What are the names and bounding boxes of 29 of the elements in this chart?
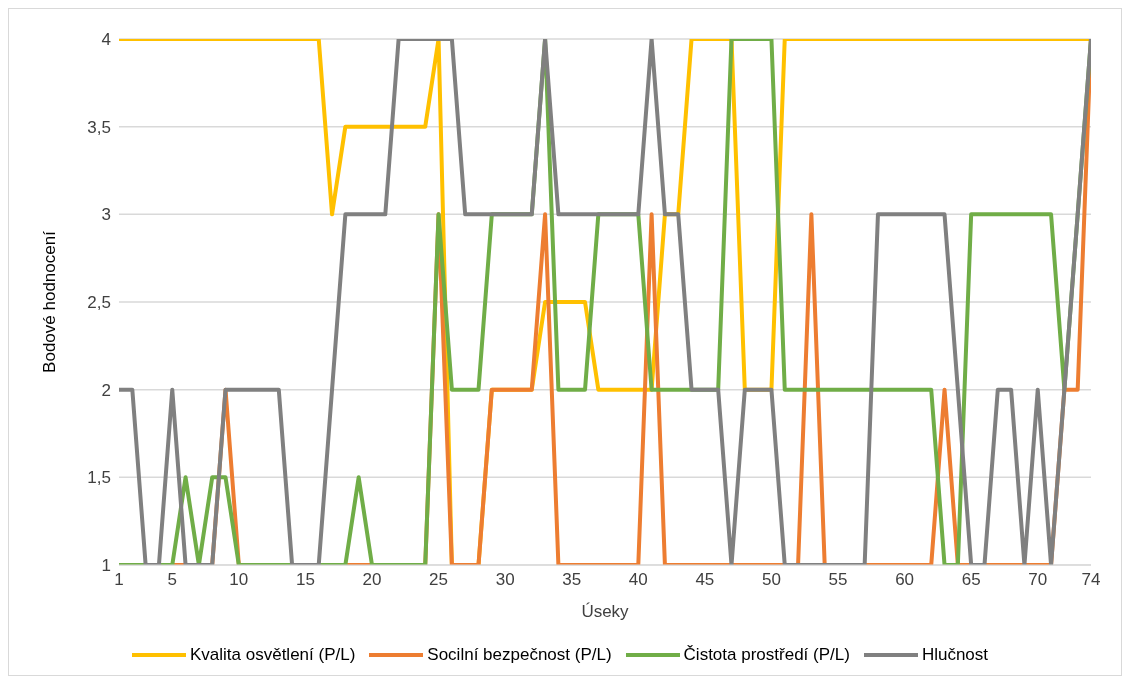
x-tick-label: 65 xyxy=(961,570,981,590)
x-tick-label: 60 xyxy=(895,570,915,590)
x-tick-label: 45 xyxy=(695,570,715,590)
x-tick-label: 15 xyxy=(295,570,315,590)
y-axis-title: Bodové hodnocení xyxy=(40,230,60,373)
y-tick-label: 1,5 xyxy=(87,468,111,488)
x-tick-label: 35 xyxy=(562,570,582,590)
legend-label: Hlučnost xyxy=(921,645,989,665)
x-tick-label: 55 xyxy=(828,570,848,590)
x-tick-label: 70 xyxy=(1028,570,1048,590)
x-tick-label: 5 xyxy=(167,570,177,590)
x-tick-label: 20 xyxy=(362,570,382,590)
y-tick-label: 2 xyxy=(101,380,111,400)
x-tick-label: 40 xyxy=(628,570,648,590)
y-tick-label: 3,5 xyxy=(87,117,111,137)
y-tick-label: 1 xyxy=(101,556,111,576)
x-tick-label: 25 xyxy=(429,570,449,590)
x-axis-title: Úseky xyxy=(581,602,630,621)
x-tick-label: 50 xyxy=(761,570,781,590)
x-tick-label: 1 xyxy=(114,570,124,590)
legend-label: Čistota prostředí (P/L) xyxy=(683,645,850,665)
y-tick-label: 3 xyxy=(101,205,111,225)
x-tick-label: 10 xyxy=(229,570,249,590)
x-tick-label: 30 xyxy=(495,570,515,590)
legend-label: Socilní bezpečnost (P/L) xyxy=(427,645,612,665)
y-tick-label: 2,5 xyxy=(87,293,111,313)
x-tick-label: 74 xyxy=(1081,570,1101,590)
y-tick-label: 4 xyxy=(101,30,111,50)
legend-label: Kvalita osvětlení (P/L) xyxy=(189,645,356,665)
